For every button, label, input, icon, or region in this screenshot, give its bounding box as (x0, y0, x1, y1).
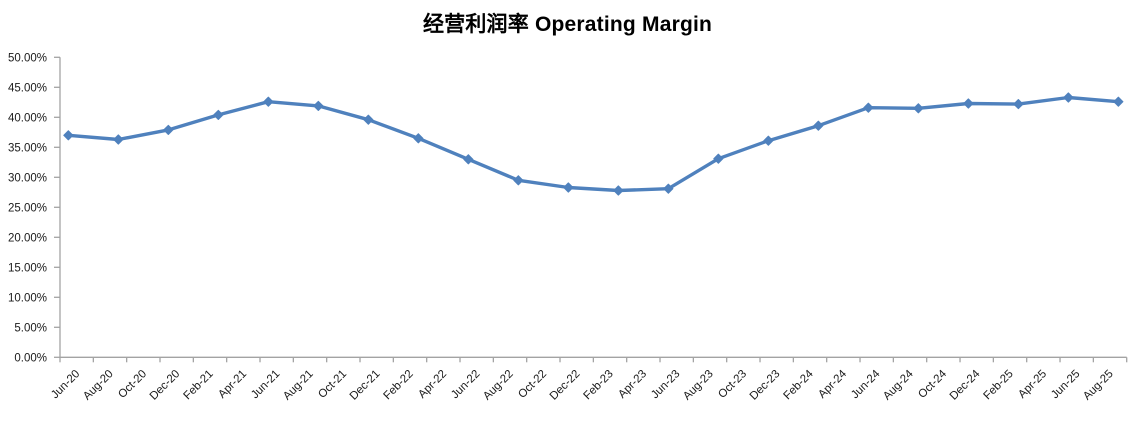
data-point-marker (113, 134, 124, 145)
x-axis-tick-label: Dec-20 (148, 368, 183, 403)
data-point-marker (1113, 96, 1124, 107)
y-axis-tick-label: 5.00% (14, 322, 47, 334)
x-axis-tick-label: Jun-25 (1049, 368, 1082, 401)
data-point-marker (163, 124, 174, 135)
data-point-marker (813, 120, 824, 131)
y-axis-tick-label: 35.00% (8, 142, 47, 154)
x-axis-tick-label: Aug-25 (1081, 368, 1116, 403)
x-axis-tick-label: Jun-24 (849, 368, 883, 402)
x-axis-tick-label: Feb-24 (782, 368, 817, 403)
series-line (66, 95, 1121, 193)
y-axis-tick-label: 45.00% (8, 82, 47, 94)
y-axis-tick-label: 30.00% (8, 172, 47, 184)
x-axis-tick-label: Feb-22 (382, 368, 416, 402)
data-point-marker (963, 98, 974, 109)
chart-title: 经营利润率 Operating Margin (422, 13, 713, 36)
data-point-marker (563, 182, 574, 193)
data-point-marker (1063, 92, 1074, 103)
x-axis-tick-label: Aug-20 (81, 368, 116, 403)
x-axis-tick-label: Jun-20 (49, 368, 82, 401)
data-point-marker (1013, 99, 1024, 110)
x-axis-tick-label: Jun-23 (649, 368, 682, 401)
x-axis-tick-label: Aug-21 (281, 368, 316, 403)
x-axis-tick-label: Dec-24 (948, 368, 983, 403)
data-point-marker (913, 103, 924, 114)
x-axis-tick-label: Dec-22 (548, 368, 583, 403)
x-axis-tick-label: Apr-25 (1016, 368, 1049, 401)
x-axis-tick-label: Dec-21 (348, 368, 383, 403)
data-point-marker (663, 183, 674, 194)
x-axis-tick-label: Dec-23 (748, 368, 783, 403)
x-axis-tick-label: Apr-22 (416, 368, 449, 401)
x-axis-tick-label: Oct-23 (716, 368, 749, 401)
data-point-marker (313, 100, 324, 111)
data-point-marker (213, 109, 224, 120)
data-point-marker (513, 175, 524, 186)
data-point-marker (63, 130, 74, 141)
x-axis-tick-label: Aug-24 (881, 368, 916, 403)
x-axis-tick-label: Jun-22 (449, 368, 482, 401)
data-point-marker (713, 153, 724, 164)
x-axis-tick-label: Aug-23 (681, 368, 716, 403)
data-point-marker (363, 114, 374, 125)
x-axis-tick-label: Aug-22 (481, 368, 516, 403)
y-axis-tick-label: 0.00% (14, 352, 47, 364)
x-axis-tick-label: Oct-22 (516, 368, 549, 401)
data-point-marker (263, 96, 274, 107)
data-point-marker (463, 154, 474, 165)
y-axis-tick-label: 40.00% (8, 112, 47, 124)
y-axis-tick-label: 50.00% (8, 52, 47, 64)
y-axis-tick-label: 15.00% (8, 262, 47, 274)
y-axis-tick-label: 20.00% (8, 232, 47, 244)
x-axis-tick-label: Feb-25 (982, 368, 1016, 402)
x-axis-tick-label: Oct-24 (916, 368, 949, 401)
y-axis-tick-label: 25.00% (8, 202, 47, 214)
x-axis-tick-label: Feb-21 (182, 368, 216, 402)
x-axis-tick-label: Feb-23 (582, 368, 616, 402)
y-axis-tick-label: 10.00% (8, 292, 47, 304)
x-axis-tick-label: Apr-23 (616, 368, 649, 401)
x-axis-tick-label: Apr-24 (816, 368, 849, 401)
x-axis-tick-label: Oct-21 (316, 368, 349, 401)
x-axis-tick-label: Apr-21 (216, 368, 249, 401)
data-point-marker (763, 135, 774, 146)
data-point-marker (863, 102, 874, 113)
data-point-marker (613, 185, 624, 196)
x-axis-tick-label: Jun-21 (249, 368, 282, 401)
data-point-marker (413, 133, 424, 144)
x-axis-tick-label: Oct-20 (116, 368, 149, 401)
